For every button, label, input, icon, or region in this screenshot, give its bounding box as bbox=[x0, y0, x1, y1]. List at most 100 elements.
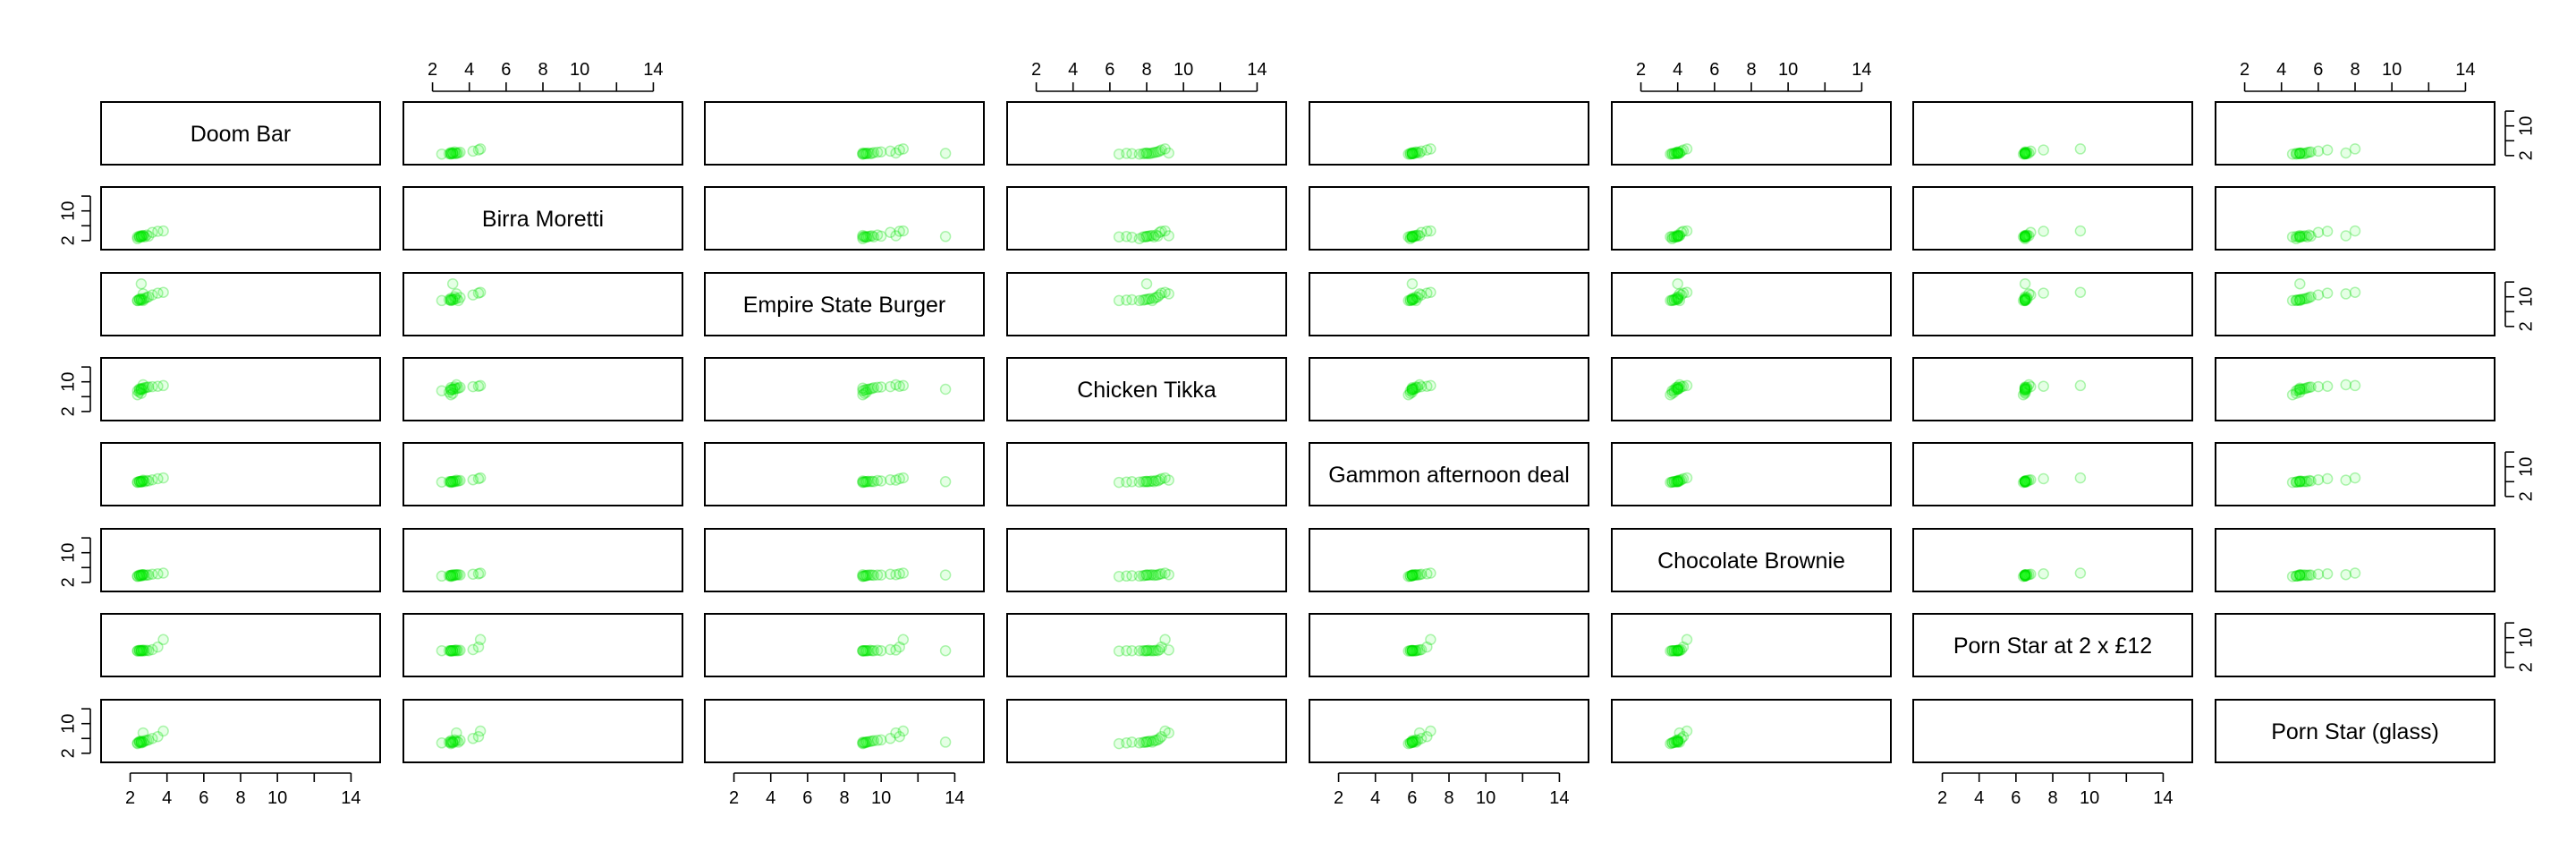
scatter-point bbox=[862, 383, 874, 395]
scatter-point bbox=[1406, 644, 1419, 657]
scatter-point bbox=[2349, 225, 2361, 237]
scatter-point bbox=[2019, 476, 2031, 488]
scatter-point bbox=[157, 725, 169, 737]
diagonal-label: Chicken Tikka bbox=[1077, 378, 1216, 403]
scatter-point bbox=[1404, 570, 1417, 583]
scatter-point bbox=[1121, 570, 1132, 583]
scatter-point bbox=[1404, 737, 1417, 749]
scatter-point bbox=[2294, 569, 2306, 582]
scatter-point bbox=[1150, 229, 1162, 241]
scatter-point bbox=[1674, 294, 1686, 307]
scatter-point bbox=[2305, 146, 2317, 157]
scatter-point bbox=[454, 292, 466, 303]
scatter-point bbox=[135, 382, 148, 395]
x-tick-label: 8 bbox=[235, 788, 245, 808]
scatter-point bbox=[1140, 231, 1153, 242]
scatter-point bbox=[2021, 293, 2033, 305]
scatter-point bbox=[2021, 474, 2033, 487]
scatter-point bbox=[1142, 476, 1155, 488]
scatter-point bbox=[2025, 473, 2037, 486]
scatter-point bbox=[1113, 476, 1125, 489]
scatter-point bbox=[133, 644, 146, 657]
scatter-point bbox=[890, 474, 902, 486]
scatter-point bbox=[890, 644, 902, 656]
scatter-point bbox=[1159, 225, 1171, 237]
scatter-point bbox=[2305, 381, 2317, 393]
x-tick-label: 14 bbox=[945, 788, 964, 808]
panel-7-2 bbox=[704, 699, 985, 763]
scatter-point bbox=[1163, 147, 1174, 159]
scatter-point bbox=[1163, 644, 1174, 656]
scatter-point bbox=[1121, 476, 1132, 488]
x-tick-label: 4 bbox=[1068, 60, 1078, 80]
scatter-point bbox=[1404, 233, 1417, 245]
scatter-point bbox=[133, 476, 146, 488]
scatter-point bbox=[1421, 287, 1433, 299]
scatter-point bbox=[1402, 294, 1414, 307]
scatter-point bbox=[1121, 294, 1132, 306]
panel-5-5 bbox=[1611, 528, 1892, 592]
scatter-point bbox=[446, 476, 459, 488]
scatter-point bbox=[1675, 733, 1688, 744]
scatter-point bbox=[454, 146, 466, 158]
scatter-point bbox=[446, 383, 459, 395]
scatter-point bbox=[1404, 644, 1417, 657]
panel-1-4 bbox=[1309, 186, 1589, 251]
scatter-point bbox=[1133, 294, 1146, 307]
scatter-point bbox=[453, 475, 464, 487]
scatter-point bbox=[866, 148, 878, 159]
scatter-point bbox=[139, 644, 151, 657]
scatter-point bbox=[1156, 568, 1167, 580]
scatter-point bbox=[131, 645, 144, 657]
scatter-point bbox=[2286, 388, 2299, 401]
scatter-point bbox=[1139, 644, 1151, 657]
scatter-point bbox=[1672, 736, 1683, 747]
scatter-point bbox=[133, 231, 146, 243]
scatter-point bbox=[1672, 146, 1683, 158]
panel-6-4 bbox=[1309, 613, 1589, 677]
panel-7-4 bbox=[1309, 699, 1589, 763]
scatter-point bbox=[2305, 569, 2317, 581]
scatter-point bbox=[1163, 230, 1174, 242]
scatter-point bbox=[1421, 568, 1433, 580]
panel-3-4 bbox=[1309, 357, 1589, 421]
scatter-point bbox=[2021, 383, 2033, 395]
scatter-point bbox=[135, 231, 148, 242]
scatter-point bbox=[894, 472, 905, 485]
scatter-point bbox=[436, 476, 448, 488]
scatter-point bbox=[860, 644, 872, 657]
x-tick-label: 8 bbox=[1444, 788, 1453, 808]
scatter-point bbox=[1140, 476, 1153, 488]
scatter-point bbox=[866, 735, 878, 747]
scatter-point bbox=[1411, 569, 1424, 581]
scatter-point bbox=[875, 569, 887, 581]
scatter-point bbox=[857, 645, 869, 657]
panel-0-4 bbox=[1309, 101, 1589, 166]
scatter-point bbox=[2074, 225, 2087, 237]
scatter-point bbox=[2340, 474, 2351, 486]
scatter-point bbox=[2298, 569, 2309, 581]
scatter-point bbox=[2019, 568, 2031, 581]
panel-2-0 bbox=[100, 272, 381, 336]
panel-6-2 bbox=[704, 613, 985, 677]
panel-4-5 bbox=[1611, 442, 1892, 506]
scatter-point bbox=[2312, 380, 2325, 393]
scatter-point bbox=[2023, 147, 2035, 159]
scatter-point bbox=[1402, 388, 1414, 401]
scatter-point bbox=[1672, 147, 1683, 159]
x-tick-label: 8 bbox=[2350, 60, 2360, 80]
scatter-point bbox=[436, 644, 448, 657]
scatter-point bbox=[445, 148, 457, 160]
scatter-point bbox=[1415, 380, 1428, 393]
x-tick-label: 6 bbox=[2011, 788, 2021, 808]
scatter-point bbox=[2019, 294, 2031, 307]
scatter-point bbox=[1666, 294, 1678, 307]
scatter-point bbox=[2025, 289, 2037, 301]
scatter-point bbox=[451, 644, 462, 657]
scatter-point bbox=[1139, 293, 1151, 306]
x-tick-label: 14 bbox=[2455, 60, 2475, 80]
scatter-point bbox=[2298, 230, 2309, 242]
scatter-point bbox=[871, 146, 884, 158]
scatter-point bbox=[445, 294, 457, 306]
